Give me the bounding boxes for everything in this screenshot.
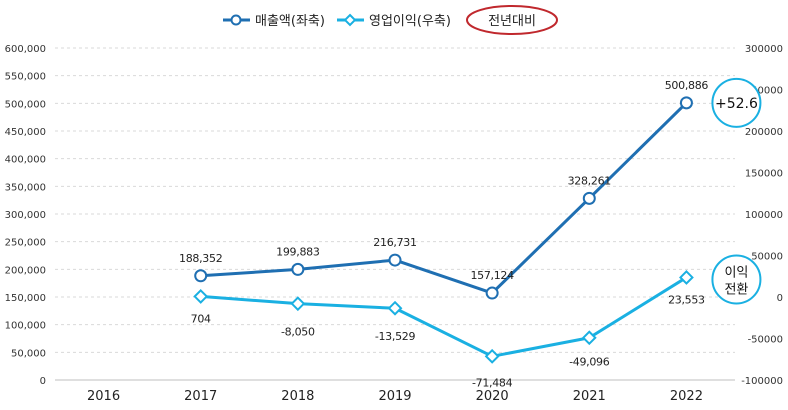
y-right-tick-label: -100000	[741, 376, 783, 387]
annotation-text: 이익	[724, 265, 748, 280]
y-right-tick-label: 150000	[745, 169, 783, 180]
annotation-circle	[711, 254, 762, 305]
y-left-tick-label: 150,000	[5, 293, 46, 304]
annotation-text: +52.6	[715, 96, 758, 112]
data-label: 704	[191, 312, 211, 325]
data-point	[582, 191, 596, 205]
y-left-tick-label: 600,000	[5, 44, 46, 55]
y-left-tick-label: 450,000	[5, 127, 46, 138]
x-tick-label: 2021	[573, 389, 606, 404]
y-left-tick-label: 200,000	[5, 265, 46, 276]
x-tick-label: 2018	[281, 389, 314, 404]
legend-swatch-marker	[343, 13, 357, 27]
y-left-tick-label: 50,000	[11, 348, 46, 359]
legend-label: 영업이익(우축)	[369, 14, 451, 29]
y-left-tick-label: 250,000	[5, 238, 46, 249]
y-left-tick-label: 550,000	[5, 72, 46, 83]
y-left-tick-label: 100,000	[5, 321, 46, 332]
x-tick-label: 2019	[378, 389, 411, 404]
data-label: -71,484	[472, 376, 513, 389]
x-tick-label: 2016	[87, 389, 120, 404]
y-right-tick-label: 300000	[745, 44, 783, 55]
data-point	[290, 296, 306, 312]
annotation-circle	[711, 77, 762, 128]
data-label: -13,529	[375, 330, 416, 343]
y-left-tick-label: 350,000	[5, 182, 46, 193]
data-label: 188,352	[179, 252, 222, 265]
legend-swatch-marker	[230, 14, 242, 26]
y-left-tick-label: 0	[40, 376, 46, 387]
y-right-tick-label: 50000	[751, 252, 783, 263]
data-point	[484, 348, 500, 364]
y-left-tick-label: 500,000	[5, 99, 46, 110]
y-left-tick-label: 400,000	[5, 155, 46, 166]
data-point	[193, 289, 209, 304]
x-tick-label: 2020	[476, 389, 509, 404]
data-label: 328,261	[568, 174, 611, 187]
series-line	[200, 101, 688, 295]
legend-label: 매출액(좌축)	[255, 14, 325, 29]
x-tick-label: 2022	[670, 389, 703, 404]
legend-badge-text: 전년대비	[488, 14, 536, 29]
data-label: 500,886	[665, 79, 709, 92]
data-label: -8,050	[281, 326, 315, 339]
y-left-tick-label: 300,000	[5, 210, 46, 221]
data-point	[581, 330, 597, 346]
data-label: 216,731	[373, 236, 416, 249]
data-point	[291, 262, 305, 276]
data-label: 199,883	[276, 245, 320, 258]
y-right-tick-label: 100000	[745, 210, 783, 221]
y-right-tick-label: 200000	[745, 127, 783, 138]
data-point	[679, 96, 693, 110]
data-point	[388, 253, 402, 267]
y-right-tick-label: 250000	[745, 86, 783, 97]
legend-badge	[466, 5, 558, 35]
annotation-text: 전환	[724, 282, 748, 297]
y-right-tick-label: -50000	[748, 335, 783, 346]
data-label: 157,124	[470, 269, 514, 282]
data-point	[485, 286, 499, 300]
data-point	[679, 270, 694, 285]
y-right-tick-label: 0	[777, 293, 783, 304]
data-label: -49,096	[569, 356, 610, 369]
data-label: 23,553	[668, 293, 705, 306]
x-tick-label: 2017	[184, 389, 217, 404]
series-line	[200, 276, 688, 358]
data-point	[194, 269, 208, 283]
data-point	[387, 300, 403, 316]
